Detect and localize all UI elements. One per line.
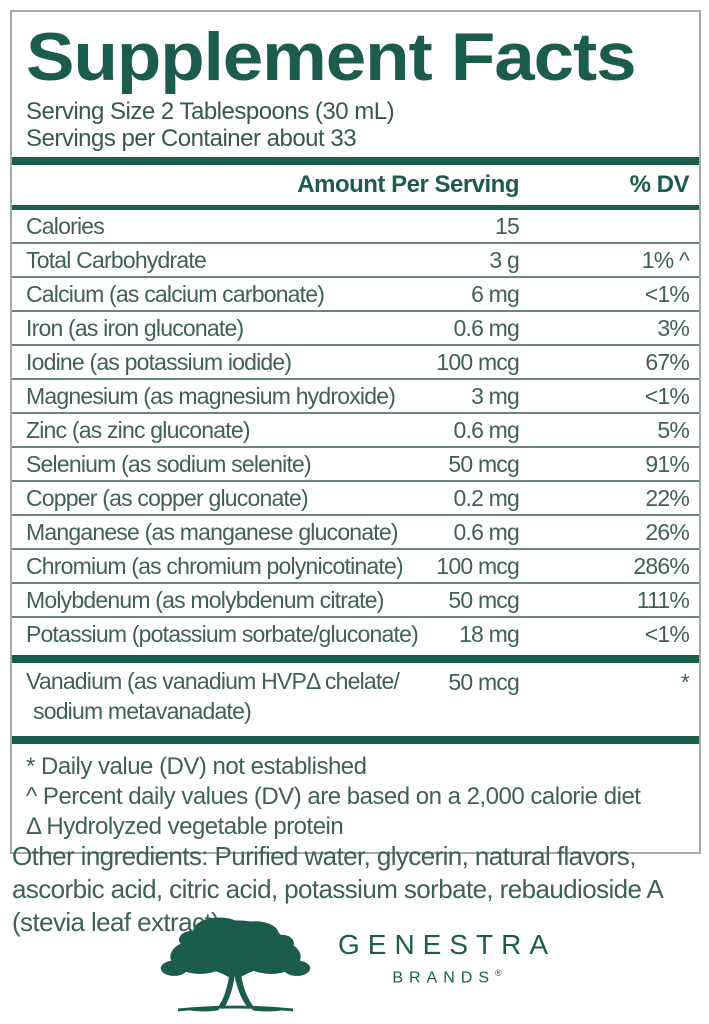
nutrient-amount: 0.6 mg (453, 417, 519, 443)
nutrient-name: Iodine (as potassium iodide) (26, 349, 292, 375)
nutrient-name: Vanadium (as vanadium HVPΔ chelate/ sodi… (26, 666, 400, 726)
nutrient-amount: 15 (495, 213, 520, 239)
nutrient-dv: 67% (645, 349, 689, 375)
nutrient-amount: 100 mcg (436, 349, 519, 375)
table-row: Molybdenum (as molybdenum citrate) 50 mc… (12, 582, 699, 616)
nutrient-dv: 1% ^ (641, 247, 690, 273)
nutrient-name: Copper (as copper gluconate) (26, 485, 309, 511)
table-row: Zinc (as zinc gluconate) 0.6 mg 5% (12, 412, 699, 446)
nutrient-name: Calcium (as calcium carbonate) (26, 281, 325, 307)
nutrient-amount: 0.6 mg (453, 519, 519, 545)
nutrient-amount: 3 g (489, 247, 519, 273)
nutrient-name: Chromium (as chromium polynicotinate) (26, 553, 404, 579)
table-row: Iron (as iron gluconate) 0.6 mg 3% (12, 310, 699, 344)
brand-subtitle-word: BRANDS (392, 969, 496, 987)
nutrient-dv: <1% (644, 281, 690, 307)
nutrient-amount: 3 mg (471, 383, 520, 409)
nutrient-amount: 50 mcg (448, 669, 519, 695)
table-row: Iodine (as potassium iodide) 100 mcg 67% (12, 344, 699, 378)
serving-size-text: Serving Size 2 Tablespoons (30 mL) (26, 98, 395, 125)
nutrient-dv: 3% (657, 315, 689, 341)
divider-bar-thick-top (12, 157, 699, 165)
other-ingredients-text: Other ingredients: Purified water, glyce… (12, 841, 662, 937)
brand-text: GENESTRA BRANDS® (338, 929, 556, 1001)
footnote-percent-dv-basis: ^ Percent daily values (DV) are based on… (26, 783, 641, 810)
table-row: Total Carbohydrate 3 g 1% ^ (12, 242, 699, 276)
serving-info: Serving Size 2 Tablespoons (30 mL) Servi… (12, 98, 699, 152)
nutrient-dv: 5% (657, 417, 689, 443)
nutrient-dv: 22% (645, 485, 689, 511)
nutrient-name: Molybdenum (as molybdenum citrate) (26, 587, 384, 613)
nutrient-name-line2: sodium metavanadate) (33, 698, 252, 724)
table-row: Calories 15 (12, 210, 699, 242)
nutrient-name: Zinc (as zinc gluconate) (26, 417, 250, 443)
nutrient-dv: 111% (636, 587, 690, 613)
supplement-facts-panel: Supplement Facts Serving Size 2 Tablespo… (10, 10, 701, 854)
divider-bar-thick-bottom (12, 736, 699, 744)
nutrient-name: Total Carbohydrate (26, 247, 207, 273)
nutrient-rows: Calories 15 Total Carbohydrate 3 g 1% ^ … (12, 210, 699, 650)
nutrient-amount: 0.6 mg (453, 315, 519, 341)
nutrient-dv: 91% (645, 451, 689, 477)
table-row: Chromium (as chromium polynicotinate) 10… (12, 548, 699, 582)
nutrient-dv: <1% (644, 383, 690, 409)
table-row: Manganese (as manganese gluconate) 0.6 m… (12, 514, 699, 548)
footnotes: * Daily value (DV) not established ^ Per… (12, 744, 699, 852)
nutrient-dv: <1% (644, 621, 690, 647)
nutrient-name: Magnesium (as magnesium hydroxide) (26, 383, 396, 409)
brand-logo: GENESTRA BRANDS® (0, 905, 709, 1024)
footnote-dv-not-established: * Daily value (DV) not established (26, 753, 367, 780)
brand-name: GENESTRA (337, 928, 557, 960)
nutrient-name: Manganese (as manganese gluconate) (26, 519, 399, 545)
table-row: Selenium (as sodium selenite) 50 mcg 91% (12, 446, 699, 480)
tree-icon (153, 905, 318, 1024)
nutrient-name: Potassium (potassium sorbate/gluconate) (26, 621, 419, 647)
amount-per-serving-header: Amount Per Serving (297, 171, 519, 198)
nutrient-dv: 26% (645, 519, 689, 545)
nutrient-name: Iron (as iron gluconate) (26, 315, 244, 341)
nutrient-amount: 50 mcg (448, 451, 519, 477)
nutrient-name: Selenium (as sodium selenite) (26, 451, 312, 477)
divider-bar-thick-mid (12, 655, 699, 663)
nutrient-amount: 0.2 mg (453, 485, 519, 511)
nutrient-name: Calories (26, 213, 105, 239)
nutrient-dv: 286% (633, 553, 689, 579)
nutrient-amount: 100 mcg (436, 553, 519, 579)
divider-bar-medium (12, 205, 699, 210)
nutrient-amount: 6 mg (471, 281, 520, 307)
table-row: Magnesium (as magnesium hydroxide) 3 mg … (12, 378, 699, 412)
percent-dv-header: % DV (629, 171, 690, 198)
nutrient-amount: 18 mg (459, 621, 520, 647)
brand-subtitle: BRANDS® (338, 968, 556, 987)
page-title: Supplement Facts (26, 19, 637, 95)
table-row: Copper (as copper gluconate) 0.2 mg 22% (12, 480, 699, 514)
nutrient-name-line1: Vanadium (as vanadium HVPΔ chelate/ (26, 668, 400, 694)
table-header-row: Amount Per Serving % DV (12, 165, 699, 205)
table-row: Calcium (as calcium carbonate) 6 mg <1% (12, 276, 699, 310)
table-row: Potassium (potassium sorbate/gluconate) … (12, 616, 699, 650)
nutrient-amount: 50 mcg (448, 587, 519, 613)
footnote-hvp-definition: Δ Hydrolyzed vegetable protein (26, 813, 344, 840)
servings-per-container-text: Servings per Container about 33 (26, 125, 357, 152)
nutrient-dv: * (680, 669, 690, 695)
table-row-vanadium: Vanadium (as vanadium HVPΔ chelate/ sodi… (12, 663, 699, 731)
registered-trademark-icon: ® (495, 967, 502, 978)
